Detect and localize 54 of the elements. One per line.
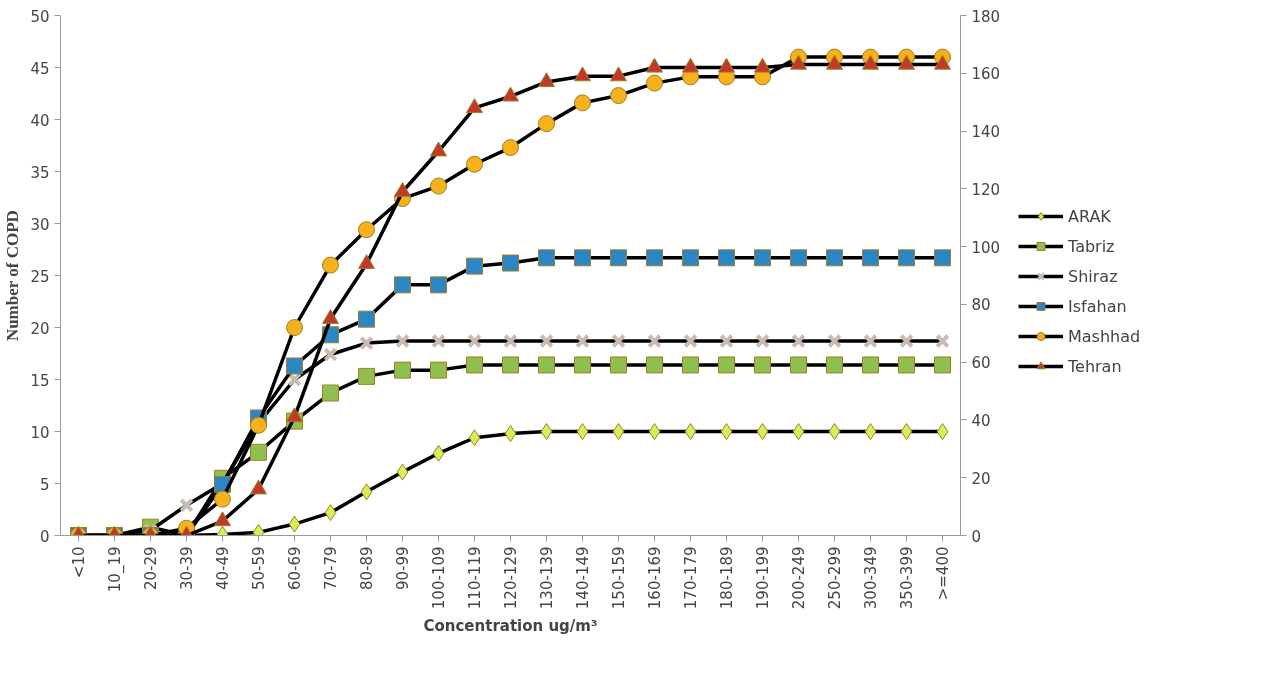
- x-tick-label: 30-39: [177, 546, 196, 591]
- y2-tick-label: 20: [971, 469, 991, 488]
- legend-label: Shiraz: [1068, 266, 1118, 286]
- x-tick-label: 120-129: [501, 546, 520, 610]
- x-tick-label: >=400: [933, 546, 952, 601]
- x-tick-label: 140-149: [573, 546, 592, 610]
- legend-label: Isfahan: [1068, 296, 1127, 316]
- x-tick-label: 350-399: [897, 546, 916, 610]
- y-tick-label: 0: [39, 527, 50, 546]
- y2-tick-label: 60: [971, 354, 991, 373]
- x-tick-label: 300-349: [861, 546, 880, 610]
- y-tick-label: 45: [30, 59, 50, 78]
- x-tick-label: 250-299: [825, 546, 844, 610]
- y-tick-label: 30: [30, 215, 50, 234]
- x-tick-label: 80-89: [357, 546, 376, 591]
- y-tick-label: 15: [30, 371, 50, 390]
- y2-tick-label: 100: [971, 238, 1001, 257]
- y2-tick-label: 80: [971, 296, 991, 315]
- x-tick-label: 200-249: [789, 546, 808, 610]
- x-tick-label: 110-119: [465, 546, 484, 610]
- x-tick-label: 20-29: [141, 546, 160, 591]
- x-tick-label: 50-59: [249, 546, 268, 591]
- x-tick-label: 40-49: [213, 546, 232, 591]
- y-tick-label: 5: [39, 475, 50, 494]
- x-axis-title: Concentration ug/m³: [423, 617, 598, 636]
- x-tick-label: 160-169: [645, 546, 664, 610]
- legend-label: ARAK: [1068, 206, 1111, 226]
- y-tick-label: 40: [30, 111, 50, 130]
- legend-label: Tabriz: [1068, 236, 1115, 256]
- x-tick-label: 10_19: [105, 546, 125, 593]
- x-tick-label: <10: [69, 546, 88, 579]
- y-tick-label: 50: [30, 7, 50, 26]
- legend-label: Tehran: [1068, 356, 1122, 376]
- x-tick-label: 100-109: [429, 546, 448, 610]
- x-tick-label: 180-189: [717, 546, 736, 610]
- y2-tick-label: 160: [971, 65, 1001, 84]
- y-tick-label: 20: [30, 319, 50, 338]
- y2-tick-label: 120: [971, 180, 1001, 199]
- x-tick-label: 170-179: [681, 546, 700, 610]
- legend-label: Mashhad: [1068, 326, 1141, 346]
- y-axis-title: Number of COPD: [3, 210, 23, 342]
- x-tick-label: 90-99: [393, 546, 412, 591]
- y2-tick-label: 40: [971, 411, 991, 430]
- y-tick-label: 35: [30, 163, 50, 182]
- x-tick-label: 190-199: [753, 546, 772, 610]
- y2-tick-label: 0: [971, 527, 982, 546]
- y-tick-label: 10: [30, 423, 50, 442]
- x-tick-label: 70-79: [321, 546, 340, 591]
- x-tick-label: 130-139: [537, 546, 556, 610]
- y-tick-label: 25: [30, 267, 50, 286]
- x-tick-label: 60-69: [285, 546, 304, 591]
- x-tick-label: 150-159: [609, 546, 628, 610]
- y2-tick-label: 180: [971, 7, 1001, 26]
- y2-tick-label: 140: [971, 123, 1001, 142]
